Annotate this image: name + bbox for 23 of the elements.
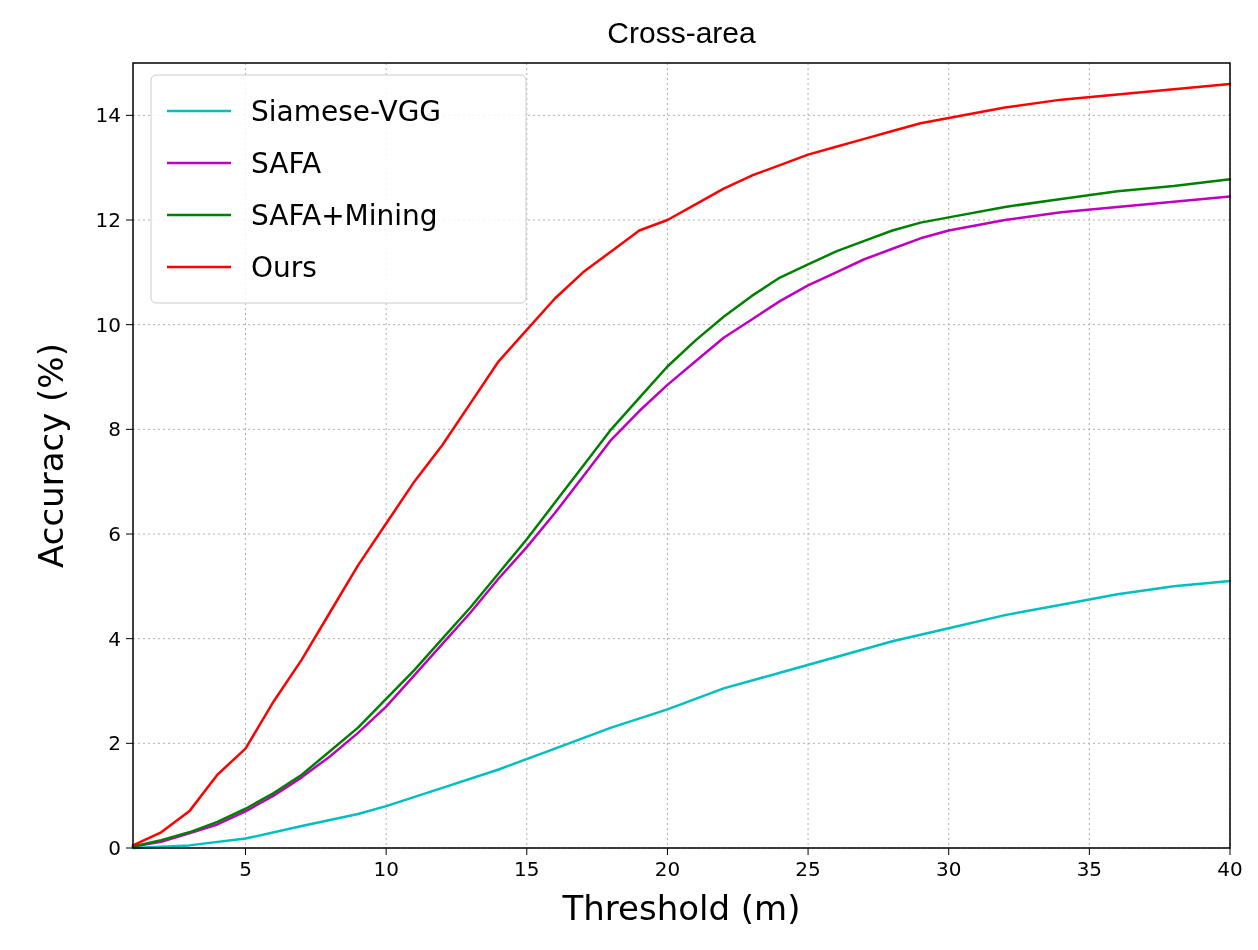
legend-label: SAFA <box>251 146 322 180</box>
x-axis-title: Threshold (m) <box>561 888 801 928</box>
y-tick-label: 0 <box>108 836 121 860</box>
y-tick-label: 6 <box>108 522 121 546</box>
x-tick-label: 10 <box>373 857 399 881</box>
x-tick-label: 5 <box>239 857 252 881</box>
y-tick-label: 4 <box>108 626 121 651</box>
x-tick-label: 40 <box>1217 857 1243 881</box>
y-tick-label: 8 <box>108 417 121 442</box>
y-tick-label: 2 <box>108 731 121 756</box>
y-axis-title: Accuracy (%) <box>31 343 71 568</box>
x-tick-label: 35 <box>1076 857 1103 881</box>
x-tick-label: 25 <box>795 857 821 881</box>
y-tick-label: 14 <box>95 103 121 128</box>
x-tick-label: 20 <box>654 857 681 881</box>
chart-title: Cross-area <box>607 16 756 49</box>
y-tick-label: 12 <box>95 208 121 232</box>
x-tick-label: 15 <box>514 857 540 881</box>
legend-label: Ours <box>251 250 317 284</box>
y-tick-label: 10 <box>95 312 121 337</box>
x-tick-label: 30 <box>935 857 962 881</box>
legend-label: SAFA+Mining <box>251 198 438 232</box>
legend-label: Siamese-VGG <box>251 94 442 128</box>
